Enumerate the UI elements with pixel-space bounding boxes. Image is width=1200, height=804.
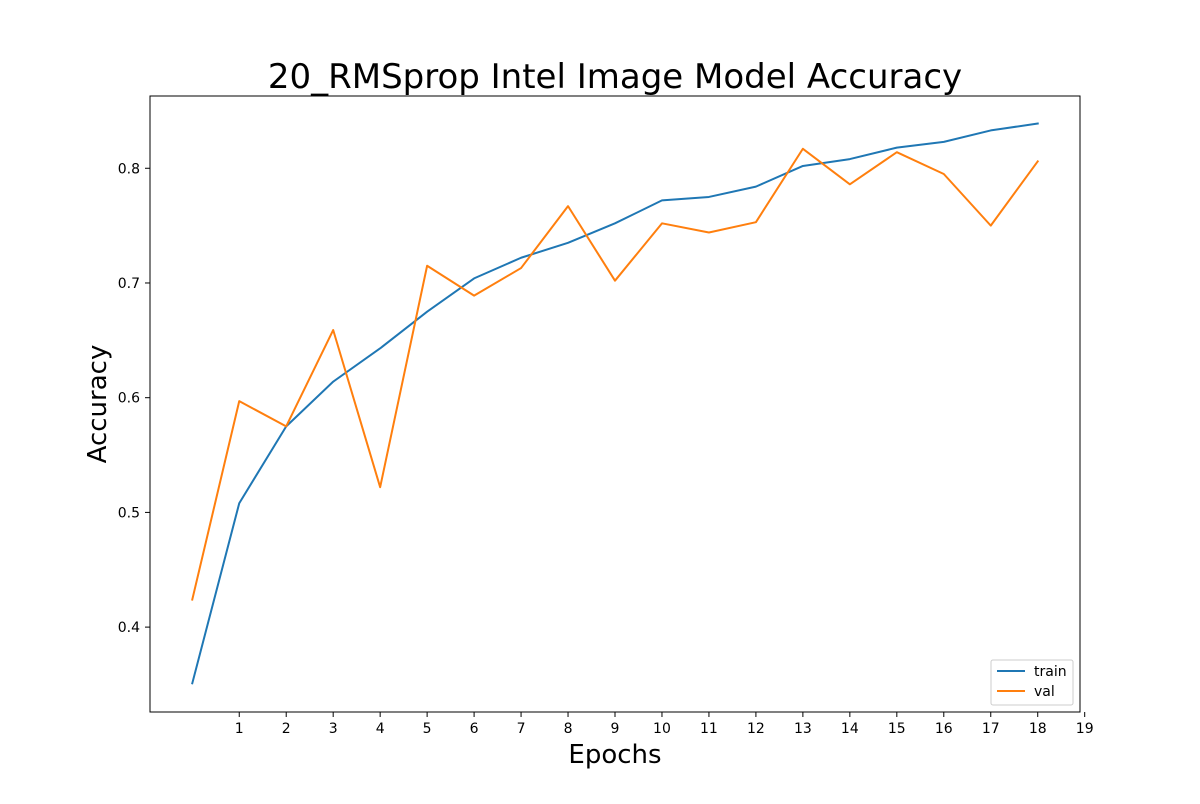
series-line-val (191, 147, 1040, 601)
y-tick-label: 0.6 (118, 391, 140, 407)
x-tick-label: 5 (423, 721, 432, 737)
y-tick-label: 0.8 (118, 161, 140, 177)
x-tick-label: 9 (611, 721, 620, 737)
series-layer (191, 122, 1040, 685)
x-axis-label: Epochs (568, 740, 661, 770)
y-axis-label: Accuracy (83, 345, 113, 464)
x-tick-label: 8 (564, 721, 573, 737)
x-axis: 1 2 3 4 5 6 7 8 9 10 11 12 13 14 15 16 17 18 19 (235, 712, 1094, 737)
x-tick-label: 1 (235, 721, 244, 737)
legend: train val (990, 659, 1074, 706)
y-tick-label: 0.4 (118, 620, 140, 636)
y-tick-label: 0.7 (118, 276, 140, 292)
x-tick-label: 6 (470, 721, 479, 737)
x-tick-label: 3 (329, 721, 338, 737)
legend-label-train: train (1034, 664, 1067, 680)
series-line-train (191, 122, 1039, 685)
y-axis: 0.4 0.5 0.6 0.7 0.8 (118, 161, 150, 636)
x-tick-label: 14 (841, 721, 859, 737)
x-tick-label: 10 (653, 721, 671, 737)
plot-area-frame (149, 95, 1081, 713)
x-tick-label: 17 (982, 721, 1000, 737)
x-tick-label: 11 (700, 721, 718, 737)
x-tick-label: 7 (517, 721, 526, 737)
x-tick-label: 19 (1076, 721, 1094, 737)
x-tick-label: 12 (747, 721, 765, 737)
x-tick-label: 15 (888, 721, 906, 737)
y-tick-label: 0.5 (118, 505, 140, 521)
x-tick-label: 16 (935, 721, 953, 737)
legend-label-val: val (1034, 684, 1055, 700)
x-tick-label: 4 (376, 721, 385, 737)
x-tick-label: 18 (1029, 721, 1047, 737)
chart-title: 20_RMSprop Intel Image Model Accuracy (268, 57, 962, 97)
x-tick-label: 2 (282, 721, 291, 737)
x-tick-label: 13 (794, 721, 812, 737)
